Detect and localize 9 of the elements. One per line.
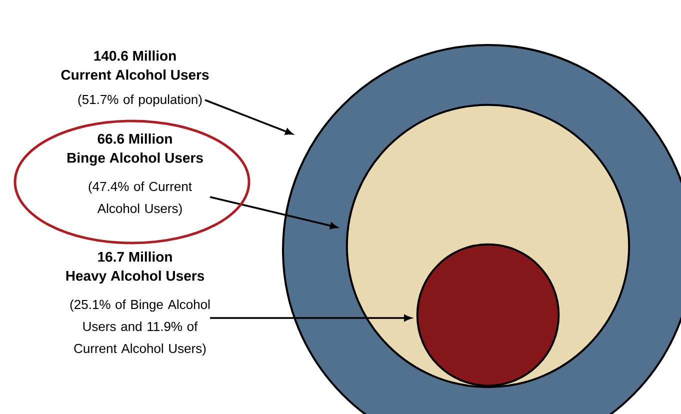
- text: (25.1% of Binge Alcohol Users and 11.9% of Current Alcohol Users): [70, 300, 210, 356]
- data-label: 140.6 Million: [94, 50, 176, 61]
- data-label: 66.6 Million: [98, 134, 172, 144]
- text: (47.4% of Current Alcohol Users): [88, 182, 192, 216]
- category-label: Heavy Alcohol Users: [66, 270, 204, 284]
- category-label: Current Alcohol Users: [61, 70, 209, 80]
- category-label: Binge Alcohol Users: [67, 152, 203, 166]
- text: (51.7% of population): [78, 94, 202, 107]
- data-label: 16.7 Million: [98, 252, 172, 262]
